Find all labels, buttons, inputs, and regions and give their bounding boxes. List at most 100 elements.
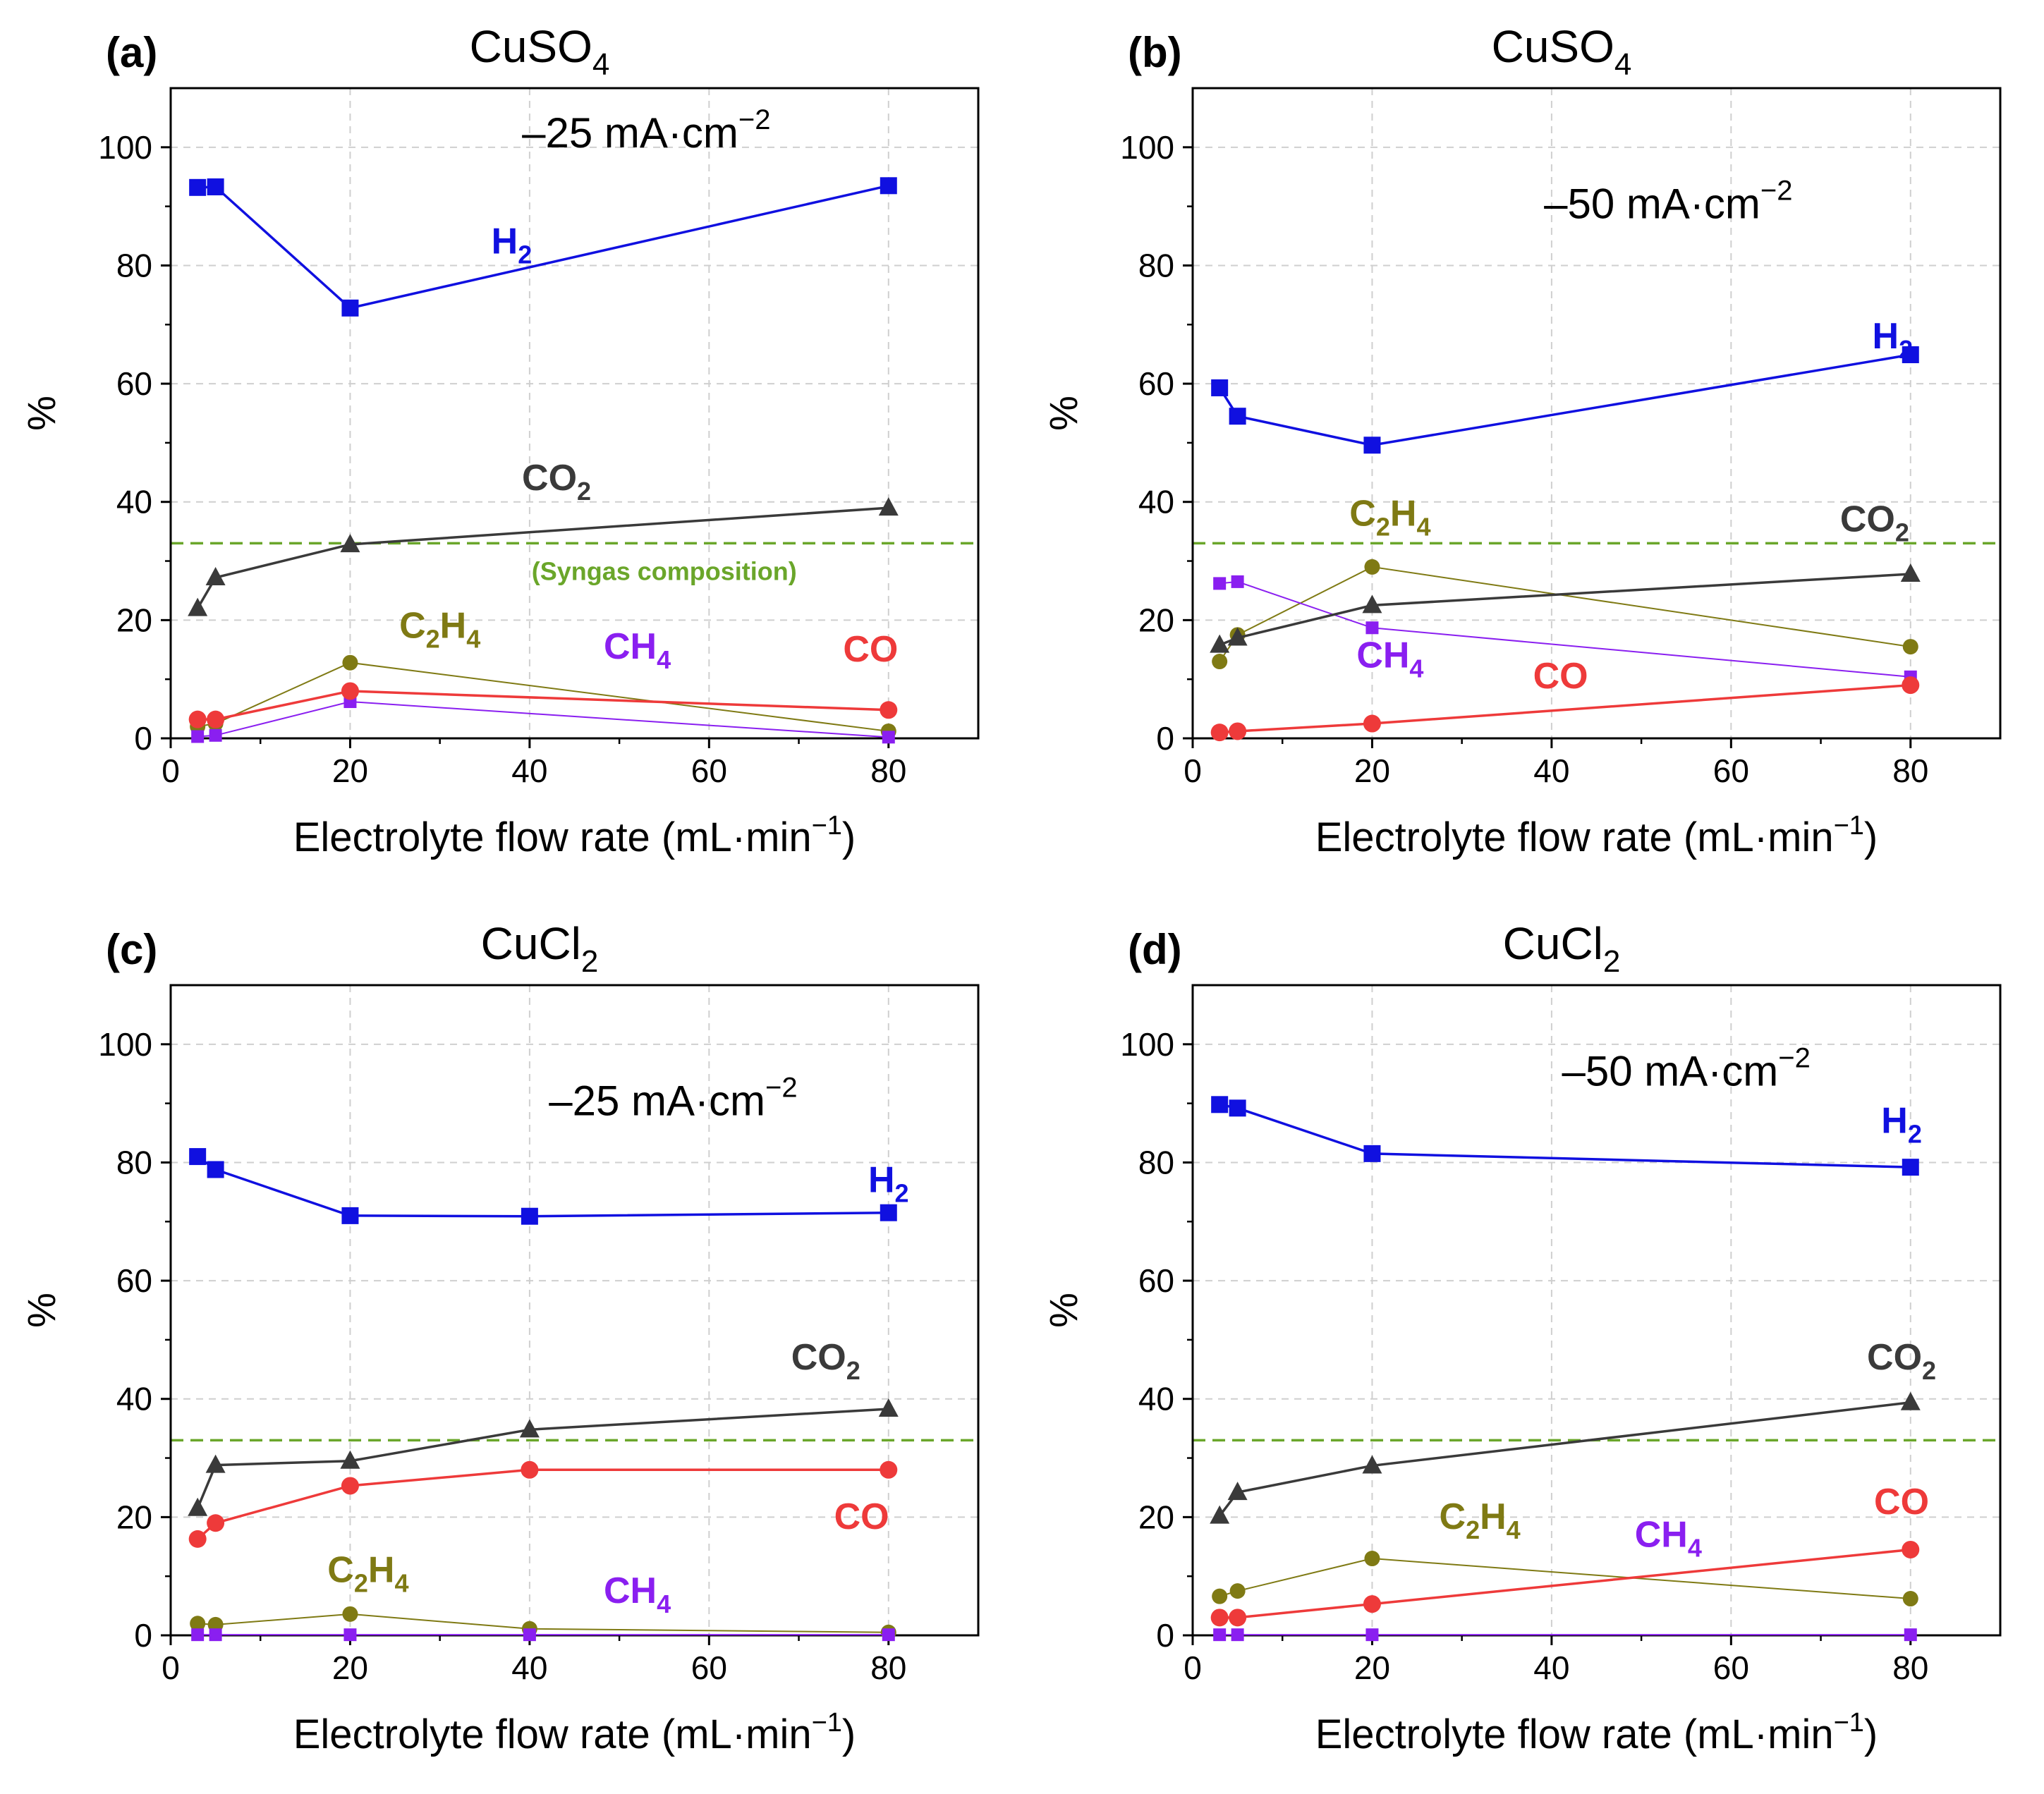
y-tick-label: 100	[1120, 129, 1174, 166]
series-line-h2	[1218, 353, 1911, 447]
x-tick-label: 40	[511, 752, 547, 789]
x-tick-label: 60	[691, 1649, 727, 1686]
y-tick-label: 80	[116, 247, 152, 283]
chart-a: (Syngas composition) 0 20 40 60 80 0 20 40 60 80 10…	[19, 21, 980, 860]
data-point-ch4	[209, 728, 222, 742]
data-point-h2	[189, 1148, 207, 1166]
y-tick-label: 20	[116, 602, 152, 638]
data-point-co2	[1227, 1482, 1248, 1501]
panel-label: (a)	[106, 29, 157, 76]
data-point-co	[1229, 722, 1247, 740]
y-tick-label: 60	[1138, 365, 1174, 402]
data-point-h2	[341, 1207, 359, 1224]
series-line-h2	[197, 184, 889, 310]
series-label-co2: CO2	[1867, 1337, 1936, 1385]
data-point-co2	[205, 1454, 226, 1473]
data-point-c2h4	[1212, 1588, 1228, 1604]
x-tick-label: 80	[870, 752, 906, 789]
x-tick-label: 60	[1713, 752, 1749, 789]
panel-label: (c)	[106, 926, 157, 973]
data-point-c2h4	[1364, 559, 1380, 575]
chart-title: CuSO4	[470, 21, 610, 82]
data-point-h2	[1211, 379, 1229, 396]
y-axis-label: %	[1041, 1293, 1085, 1328]
data-point-h2	[1211, 1096, 1229, 1113]
y-axis-label: %	[19, 1293, 63, 1328]
series-label-co: CO	[843, 629, 898, 670]
series-line-co	[1219, 1548, 1911, 1619]
data-point-h2	[880, 177, 897, 195]
panel-c: 0 20 40 60 80 0 20 40 60 80 100 Electrolyte flow ra…	[0, 897, 1022, 1794]
data-point-ch4	[523, 1628, 536, 1642]
data-point-c2h4	[1902, 1591, 1918, 1607]
chart-d: 0 20 40 60 80 0 20 40 60 80 100 Electrolyte flow ra…	[1041, 918, 2002, 1757]
series-line-co	[197, 1468, 889, 1540]
series-line-co2	[1218, 1401, 1911, 1517]
data-point-h2	[341, 299, 359, 317]
y-tick-label: 60	[1138, 1262, 1174, 1299]
x-tick-label: 80	[1892, 1649, 1928, 1686]
data-point-co	[1210, 1609, 1229, 1627]
data-point-h2	[521, 1207, 538, 1225]
x-tick-label: 20	[332, 752, 368, 789]
data-point-co	[1229, 1609, 1247, 1627]
data-point-co2	[340, 534, 360, 553]
x-tick-label: 20	[332, 1649, 368, 1686]
y-axis-label: %	[1041, 396, 1085, 431]
series-line-co2	[196, 1408, 889, 1509]
y-tick-label: 80	[116, 1144, 152, 1180]
series-label-c2h4: C2H4	[1440, 1496, 1521, 1544]
y-tick-label: 0	[134, 1617, 152, 1654]
y-tick-label: 0	[1156, 1617, 1174, 1654]
data-point-ch4	[882, 1628, 895, 1642]
data-point-co2	[1210, 634, 1230, 653]
data-point-c2h4	[1364, 1551, 1380, 1567]
data-point-co2	[878, 497, 899, 516]
data-point-co	[341, 1477, 359, 1495]
series-label-h2: H2	[1873, 316, 1914, 364]
y-tick-label: 0	[1156, 720, 1174, 757]
x-tick-label: 40	[1533, 1649, 1569, 1686]
series-line-h2	[1219, 1103, 1911, 1168]
data-point-co	[1902, 1540, 1920, 1558]
data-point-co2	[1362, 594, 1382, 614]
series-line-c2h4	[197, 661, 889, 732]
series-label-co: CO	[1533, 656, 1588, 697]
data-point-co2	[1900, 1391, 1921, 1410]
series-label-ch4: CH4	[604, 626, 671, 674]
series-label-co: CO	[1874, 1482, 1929, 1523]
data-point-co	[1902, 676, 1920, 695]
current-density-label: –50 mA·cm−2	[1544, 175, 1792, 227]
series-line-co	[1219, 683, 1911, 734]
data-point-h2	[880, 1204, 897, 1221]
y-tick-label: 100	[1120, 1026, 1174, 1063]
data-point-c2h4	[1902, 639, 1918, 655]
data-point-co	[1363, 1595, 1381, 1613]
data-point-ch4	[1213, 577, 1227, 590]
x-axis-label: Electrolyte flow rate (mL·min−1)	[1315, 811, 1878, 860]
x-axis-label: Electrolyte flow rate (mL·min−1)	[293, 811, 856, 860]
y-tick-label: 60	[116, 1262, 152, 1299]
series-label-co2: CO2	[791, 1337, 860, 1385]
x-tick-label: 0	[162, 752, 180, 789]
data-point-co2	[188, 597, 208, 616]
data-point-co	[1363, 714, 1381, 733]
data-point-co2	[1210, 1505, 1230, 1524]
x-tick-label: 60	[691, 752, 727, 789]
data-point-h2	[207, 178, 224, 195]
data-point-co	[521, 1460, 539, 1479]
syngas-label: (Syngas composition)	[532, 556, 797, 585]
series-line-ch4	[197, 701, 889, 738]
data-point-co	[207, 710, 225, 728]
data-point-ch4	[1231, 575, 1244, 588]
x-tick-label: 0	[162, 1649, 180, 1686]
data-point-ch4	[209, 1628, 222, 1642]
series-label-ch4: CH4	[604, 1570, 671, 1618]
data-point-co2	[188, 1497, 208, 1516]
x-tick-label: 40	[1533, 752, 1569, 789]
y-tick-label: 80	[1138, 1144, 1174, 1180]
x-tick-label: 80	[1892, 752, 1928, 789]
chart-title: CuCl2	[1503, 918, 1621, 979]
data-point-c2h4	[342, 654, 358, 671]
x-tick-label: 20	[1354, 752, 1390, 789]
